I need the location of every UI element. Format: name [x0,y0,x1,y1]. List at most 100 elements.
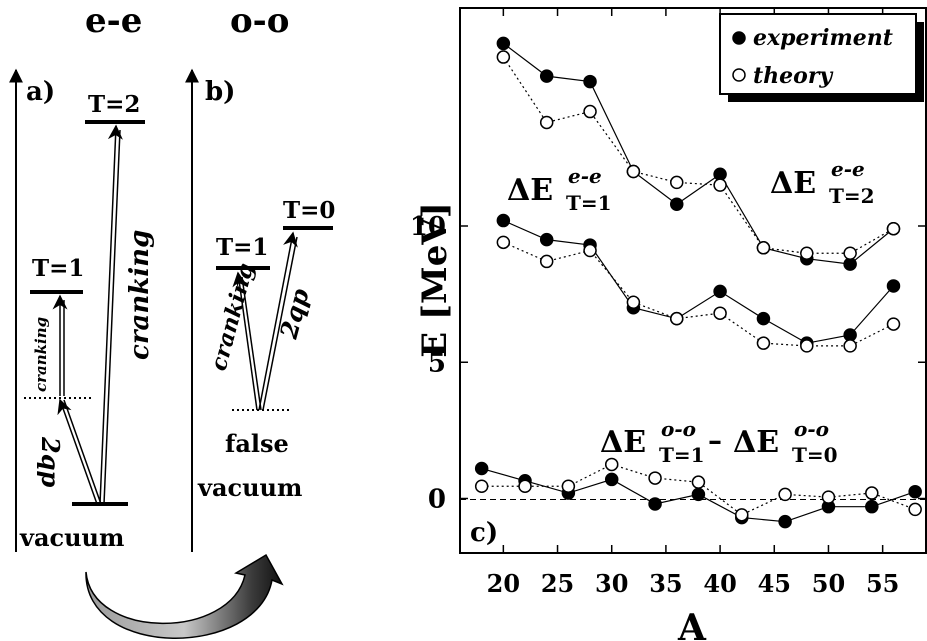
legend-experiment-marker [732,31,746,45]
data-point [800,339,814,353]
data-point [886,279,901,293]
panel-a-label: a) [26,77,55,107]
false-label: false [225,429,289,458]
series-line [503,220,894,344]
legend-theory-marker [732,68,746,82]
data-point [583,74,597,89]
y-tick-label: 0 [428,485,446,515]
panel-b-label: b) [205,77,235,107]
svg-text:o-o: o-o [661,417,696,441]
arrow-2qp-oo [258,231,298,411]
data-point [496,213,511,228]
data-point [604,457,619,472]
annotation-de-t2-ee: ΔE e-e T=2 [770,157,875,208]
data-point [496,36,511,51]
transition-arrow-icon [85,553,284,639]
svg-text:ΔE: ΔE [733,425,779,460]
x-tick-label: 25 [541,569,574,598]
data-point [539,69,554,83]
data-point [843,339,857,353]
series-group [474,36,922,529]
header-ee: e-e [85,1,142,41]
data-point [713,178,727,192]
x-tick-label: 30 [595,569,628,598]
data-point [865,499,879,514]
data-point [496,50,511,64]
energy-chart: 20 25 30 35 40 45 50 55 0 5 10 E [MeV] A c) ΔE e-… [410,7,927,641]
data-point [669,175,684,190]
data-point [583,243,597,258]
data-point [778,514,792,529]
level-t0-oo-label: T=0 [283,197,335,224]
svg-text:–: – [708,424,722,457]
svg-text:T=1: T=1 [566,191,612,215]
svg-text:ΔE: ΔE [507,173,553,208]
svg-text:e-e: e-e [831,157,865,181]
x-tick-label: 55 [866,569,899,598]
arrow-cranking-oo-label: cranking [206,260,260,373]
vacuum-label-oo: vacuum [197,473,302,502]
data-point [735,508,749,522]
x-tick-label: 50 [812,569,845,598]
data-point [886,317,901,331]
series-line [502,56,894,254]
svg-text:ΔE: ΔE [600,425,646,460]
data-point [496,235,511,250]
legend-experiment-label: experiment [753,25,893,51]
svg-text:o-o: o-o [794,417,829,441]
svg-text:T=0: T=0 [792,443,838,467]
x-tick-label: 45 [758,569,791,598]
data-point [908,502,922,517]
svg-text:ΔE: ΔE [770,166,816,201]
series-theory-t2 [496,50,901,260]
data-point [669,197,684,211]
level-t1-ee-label: T=1 [32,255,84,282]
data-point [474,479,489,493]
series-theory-t1 [496,235,901,353]
y-axis-title: E [MeV] [415,202,455,358]
annotation-de-t1-ee: ΔE e-e T=1 [507,164,612,215]
data-point [474,461,489,476]
data-point [691,475,706,489]
data-point [539,254,554,269]
data-point [756,311,771,326]
arrow-cranking-big-label: cranking [125,230,155,360]
x-axis: 20 25 30 35 40 45 50 55 [487,8,899,598]
series-experiment-t1 [496,213,901,350]
series-line [502,42,894,265]
level-diagram: e-e o-o a) T=2 T=1 vacuum cranking crank… [9,1,335,639]
svg-text:T=1: T=1 [659,443,705,467]
arrow-cranking-small-label: cranking [32,317,50,392]
data-point [539,232,554,247]
level-t1-oo-label: T=1 [216,234,268,261]
data-point [518,479,532,493]
y-tick-label: 5 [428,348,446,378]
arrow-2qp-ee [57,398,102,505]
data-point [843,246,857,260]
y-axis: 0 5 10 [410,212,926,515]
svg-text:T=2: T=2 [829,184,875,208]
data-point [756,336,771,350]
data-point [756,241,771,255]
level-t2-ee-label: T=2 [88,91,140,118]
data-point [626,164,641,179]
data-point [821,490,836,504]
x-tick-label: 35 [649,569,682,598]
data-point [908,484,922,499]
data-point [713,306,727,320]
x-axis-title: A [677,607,707,641]
data-point [583,104,597,119]
arrow-cranking-small-ee [52,294,68,396]
data-point [691,487,706,502]
header-oo: o-o [230,1,289,41]
data-point [778,487,792,502]
arrow-cranking-oo [232,271,262,411]
data-point [886,221,901,236]
x-tick-label: 20 [487,569,520,598]
data-point [669,311,684,326]
data-point [648,497,662,511]
data-point [865,486,879,500]
data-point [539,115,554,130]
arrow-2qp-oo-label: 2qp [274,285,315,342]
